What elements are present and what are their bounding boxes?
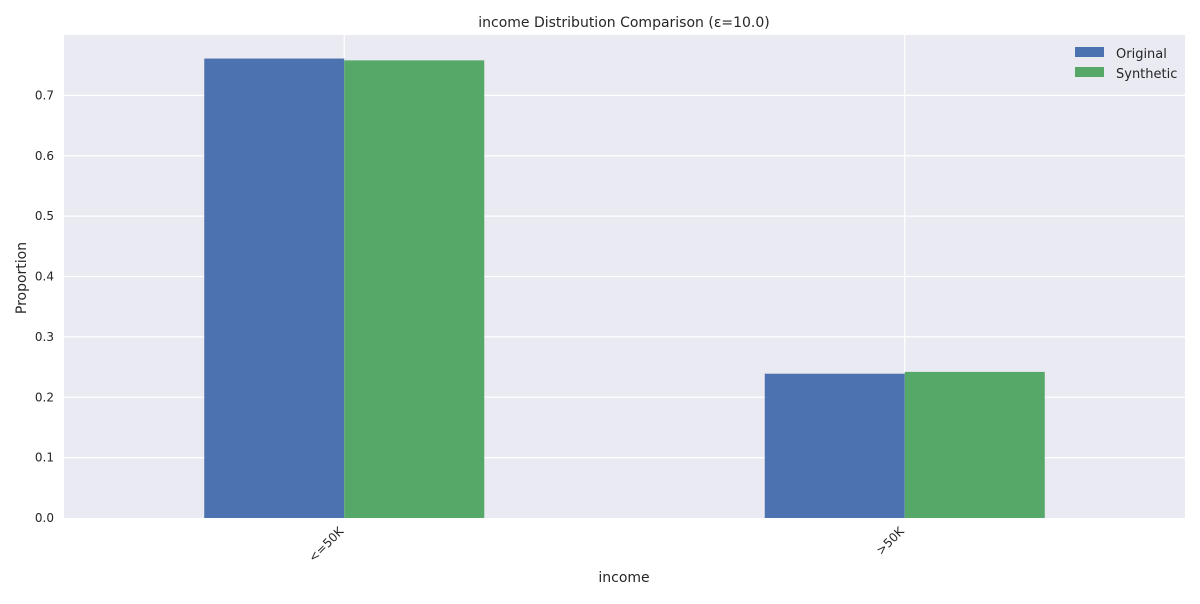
y-axis-label: Proportion (14, 242, 30, 314)
legend-swatch-synthetic (1075, 67, 1104, 77)
legend-swatch-original (1075, 47, 1104, 57)
y-tick-label: 0.7 (35, 88, 54, 102)
chart-title: income Distribution Comparison (ε=10.0) (478, 15, 770, 31)
x-tick-labels: <=50K >50K (306, 523, 908, 564)
x-axis-label: income (598, 570, 649, 586)
bar-original-0 (204, 58, 345, 518)
y-tick-label: 0.2 (35, 390, 54, 404)
bars (204, 58, 1045, 519)
y-tick-label: 0.6 (35, 149, 54, 163)
y-tick-labels: 0.0 0.1 0.2 0.3 0.4 0.5 0.6 0.7 (35, 88, 54, 525)
bar-synthetic-0 (344, 60, 485, 519)
y-tick-label: 0.5 (35, 209, 54, 223)
y-tick-label: 0.4 (35, 270, 54, 284)
x-tick-label: >50K (873, 523, 907, 557)
y-tick-label: 0.3 (35, 330, 54, 344)
legend-label-original: Original (1116, 47, 1167, 62)
bar-synthetic-1 (904, 371, 1045, 518)
legend-label-synthetic: Synthetic (1116, 67, 1177, 82)
y-tick-label: 0.0 (35, 511, 54, 525)
bar-original-1 (764, 373, 905, 518)
x-tick-label: <=50K (306, 523, 347, 564)
y-tick-label: 0.1 (35, 451, 54, 465)
legend: Original Synthetic (1075, 47, 1177, 82)
